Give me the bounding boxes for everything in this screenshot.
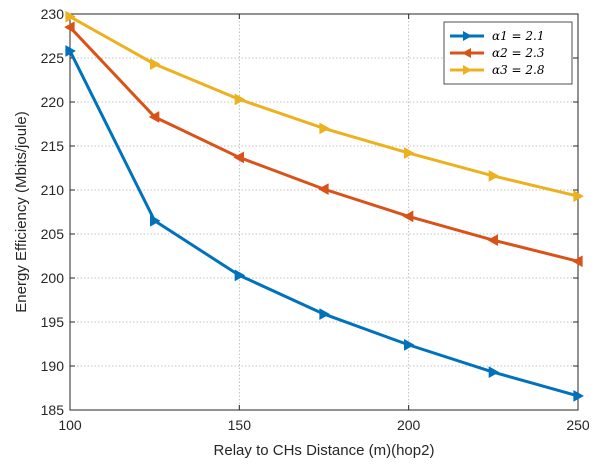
y-tick-label: 225 <box>41 50 65 66</box>
legend-marker-1 <box>463 31 472 41</box>
series-2-marker <box>63 21 75 34</box>
y-tick-label: 210 <box>41 182 65 198</box>
axes: 100 150 200 250 185 190 195 200 205 210 215 220 225 2… <box>41 6 590 433</box>
series-1-marker <box>150 214 161 227</box>
series-2-marker <box>487 234 498 247</box>
series-2-marker <box>233 151 244 164</box>
series-2-marker <box>571 255 583 268</box>
legend-marker-2 <box>462 48 471 58</box>
series-lines <box>63 10 585 402</box>
series-3-marker <box>319 122 331 135</box>
series-3-marker <box>404 147 415 159</box>
y-tick-label: 185 <box>41 402 65 418</box>
series-3-marker <box>65 10 77 23</box>
y-tick-label: 190 <box>41 358 65 374</box>
y-axis-title: Energy Efficiency (Mbits/joule) <box>13 111 30 312</box>
y-tick-label: 215 <box>41 138 65 154</box>
series-3-marker <box>573 190 585 203</box>
series-3-marker <box>150 58 161 71</box>
series-1-marker <box>404 338 415 351</box>
x-tick-label: 100 <box>58 417 82 433</box>
legend-label-1: α1 = 2.1 <box>492 29 545 43</box>
x-tick-label: 150 <box>228 417 252 433</box>
series-1-marker <box>319 308 331 321</box>
series-1-marker <box>65 45 77 57</box>
x-axis-title: Relay to CHs Distance (m)(hop2) <box>214 442 435 459</box>
y-tick-label: 230 <box>41 6 65 22</box>
axes-frame <box>69 13 579 411</box>
y-tick-label: 200 <box>41 270 65 286</box>
legend: α1 = 2.1 α2 = 2.3 α3 = 2.8 <box>443 21 573 85</box>
series-1-marker <box>488 366 500 379</box>
y-tick-label: 220 <box>41 94 65 110</box>
x-tick-label: 200 <box>397 417 421 433</box>
series-3-marker <box>488 169 500 182</box>
y-tick-label: 195 <box>41 314 65 330</box>
legend-marker-3 <box>463 65 472 75</box>
series-1-marker <box>234 269 246 282</box>
series-2-marker <box>402 210 414 223</box>
legend-label-3: α3 = 2.8 <box>492 63 545 77</box>
series-2-marker <box>317 183 329 196</box>
legend-label-2: α2 = 2.3 <box>492 46 545 60</box>
series-2-marker <box>148 111 160 123</box>
series-1-marker <box>573 389 585 402</box>
x-tick-label: 250 <box>566 417 590 433</box>
series-3-marker <box>234 93 246 106</box>
y-tick-label: 205 <box>41 226 65 242</box>
